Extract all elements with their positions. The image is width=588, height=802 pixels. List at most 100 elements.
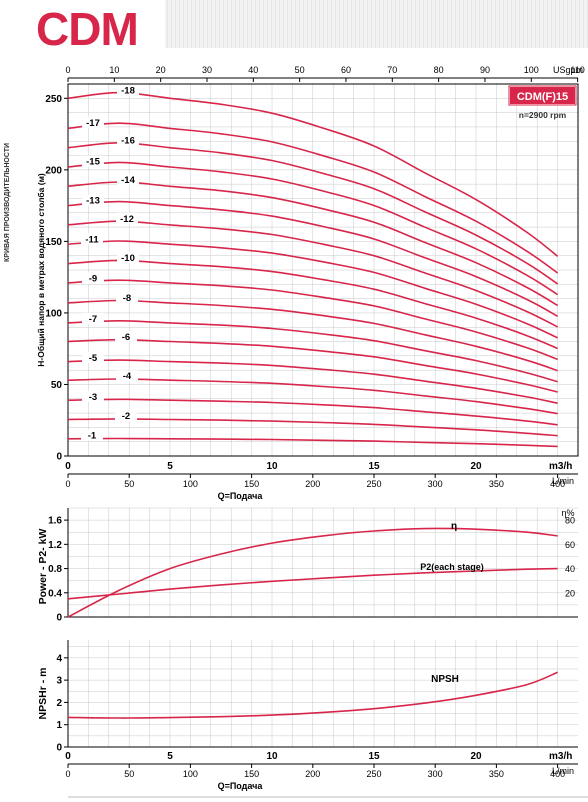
stage-label: -3 — [89, 392, 97, 403]
stage-label-bg — [82, 272, 104, 284]
stage-curve — [67, 240, 558, 339]
usgpm-tick-label: 100 — [524, 65, 539, 75]
y-tick-label: 50 — [51, 380, 63, 391]
lmin-tick-label: 50 — [124, 479, 134, 489]
stage-label: -6 — [122, 332, 130, 343]
stage-label-bg — [116, 212, 138, 224]
power-curve — [67, 567, 558, 600]
usgpm-tick-label: 10 — [109, 65, 119, 75]
stage-label: -2 — [122, 411, 130, 422]
npsh-m3h-tick-label: 15 — [368, 751, 380, 762]
npsh-lmin-unit-label: L/min — [552, 766, 574, 776]
stage-curve — [67, 299, 558, 372]
power-y-tick-label: 0.4 — [48, 588, 62, 599]
usgpm-tick-label: 30 — [202, 65, 212, 75]
head-plot-frame — [67, 83, 579, 457]
npsh-lmin-tick-label: 150 — [244, 769, 259, 779]
npsh-lmin-tick-label: 250 — [366, 769, 381, 779]
y-tick-label: 0 — [56, 452, 62, 463]
stage-label-bg — [117, 173, 139, 185]
model-label-bg — [510, 87, 575, 104]
npsh-y-tick-label: 0 — [56, 743, 62, 754]
power-y-tick-label: 0.8 — [48, 564, 62, 575]
speed-label: n=2900 rpm — [519, 110, 567, 120]
npsh-m3h-tick-label: 20 — [470, 751, 482, 762]
stage-label-bg — [82, 194, 104, 206]
npsh-curve — [67, 671, 558, 719]
stage-curve — [67, 437, 558, 448]
efficiency-curve — [67, 527, 558, 618]
brand-logo: CDM — [36, 3, 139, 55]
npsh-axis-title: NPSHr - m — [37, 668, 49, 720]
eff-y-tick-label: 20 — [565, 588, 575, 598]
stage-label: -13 — [86, 196, 100, 207]
stage-curve — [67, 161, 559, 296]
eff-y-tick-label: 60 — [565, 540, 575, 550]
stage-label-bg — [116, 370, 138, 382]
stage-label-bg — [115, 410, 137, 422]
npsh-m3h-tick-label: 10 — [266, 751, 278, 762]
model-label: CDM(F)15 — [517, 91, 568, 103]
power-chart: 0 0.4 0.8 1.2 1.6 20 40 60 80η% Power - P2- kW η P2… — [37, 507, 578, 624]
stage-label: -17 — [86, 118, 100, 129]
stage-label-bg — [81, 233, 103, 245]
stage-label-bg — [117, 84, 139, 96]
stage-label-bg — [117, 134, 139, 146]
eff-y-tick-label: 80 — [565, 516, 575, 526]
y-axis-title: H-Общий напор в метрах водяного столба (… — [36, 173, 46, 367]
stage-label-bg — [82, 116, 104, 128]
usgpm-tick-label: 0 — [65, 65, 70, 75]
header-band-blank — [0, 0, 165, 48]
grid-lines — [68, 640, 578, 747]
grid-lines — [68, 507, 578, 617]
stage-label: -5 — [89, 353, 98, 364]
stage-label: -15 — [86, 157, 100, 168]
stage-label-bg — [82, 312, 104, 324]
lmin-unit-label: L/min — [552, 476, 574, 486]
stage-curve — [67, 378, 558, 415]
npsh-m3h-tick-label: 0 — [65, 751, 71, 762]
y-tick-label: 150 — [45, 237, 62, 248]
stage-label: -18 — [121, 86, 135, 97]
m3h-tick-label: 10 — [266, 461, 278, 472]
usgpm-tick-label: 80 — [434, 65, 444, 75]
stage-label: -11 — [85, 235, 99, 246]
stage-curve — [67, 279, 558, 361]
y-tick-label: 100 — [45, 308, 62, 319]
usgpm-tick-label: 90 — [480, 65, 490, 75]
lmin-tick-label: 400 — [550, 479, 565, 489]
stage-curve — [67, 141, 559, 285]
power-y-tick-label: 1.6 — [48, 516, 62, 527]
usgpm-tick-label: 20 — [156, 65, 166, 75]
header-band — [0, 0, 588, 48]
npsh-lmin-tick-label: 50 — [124, 769, 134, 779]
lmin-tick-label: 250 — [366, 479, 381, 489]
stage-curve — [67, 398, 558, 426]
npsh-lmin-tick-label: 400 — [550, 769, 565, 779]
lmin-tick-label: 300 — [428, 479, 443, 489]
npsh-y-tick-label: 1 — [56, 720, 62, 731]
stage-label-bg — [117, 251, 139, 263]
stage-curve — [67, 220, 558, 328]
npsh-lmin-tick-label: 300 — [428, 769, 443, 779]
stage-curve — [67, 91, 559, 257]
stage-label: -16 — [121, 136, 135, 147]
stage-curve — [67, 338, 558, 393]
stage-label: -10 — [121, 253, 135, 264]
eff-y-tick-label: 40 — [565, 564, 575, 574]
lmin-tick-label: 200 — [305, 479, 320, 489]
stage-label-bg — [82, 351, 104, 363]
usgpm-unit-label: USgpm — [553, 65, 583, 75]
stage-label-bg — [82, 390, 104, 402]
npsh-curve-label: NPSH — [431, 674, 459, 685]
eff-axis-title: η% — [561, 508, 574, 518]
flow-axis-title: Q=Подача — [218, 491, 264, 501]
stage-curve — [67, 259, 558, 350]
stage-label: -12 — [120, 214, 134, 225]
stage-label: -1 — [88, 431, 97, 442]
lmin-tick-label: 100 — [183, 479, 198, 489]
power-y-tick-label: 0 — [56, 613, 62, 624]
stage-label: -8 — [123, 293, 131, 304]
